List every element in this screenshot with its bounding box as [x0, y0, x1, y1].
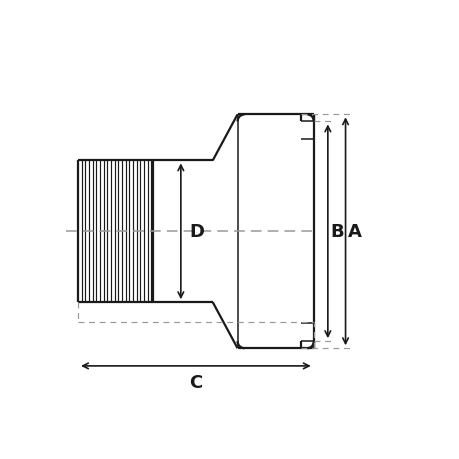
Text: A: A: [347, 223, 362, 241]
Text: C: C: [189, 373, 202, 391]
Text: D: D: [189, 223, 204, 241]
Text: B: B: [330, 223, 343, 241]
